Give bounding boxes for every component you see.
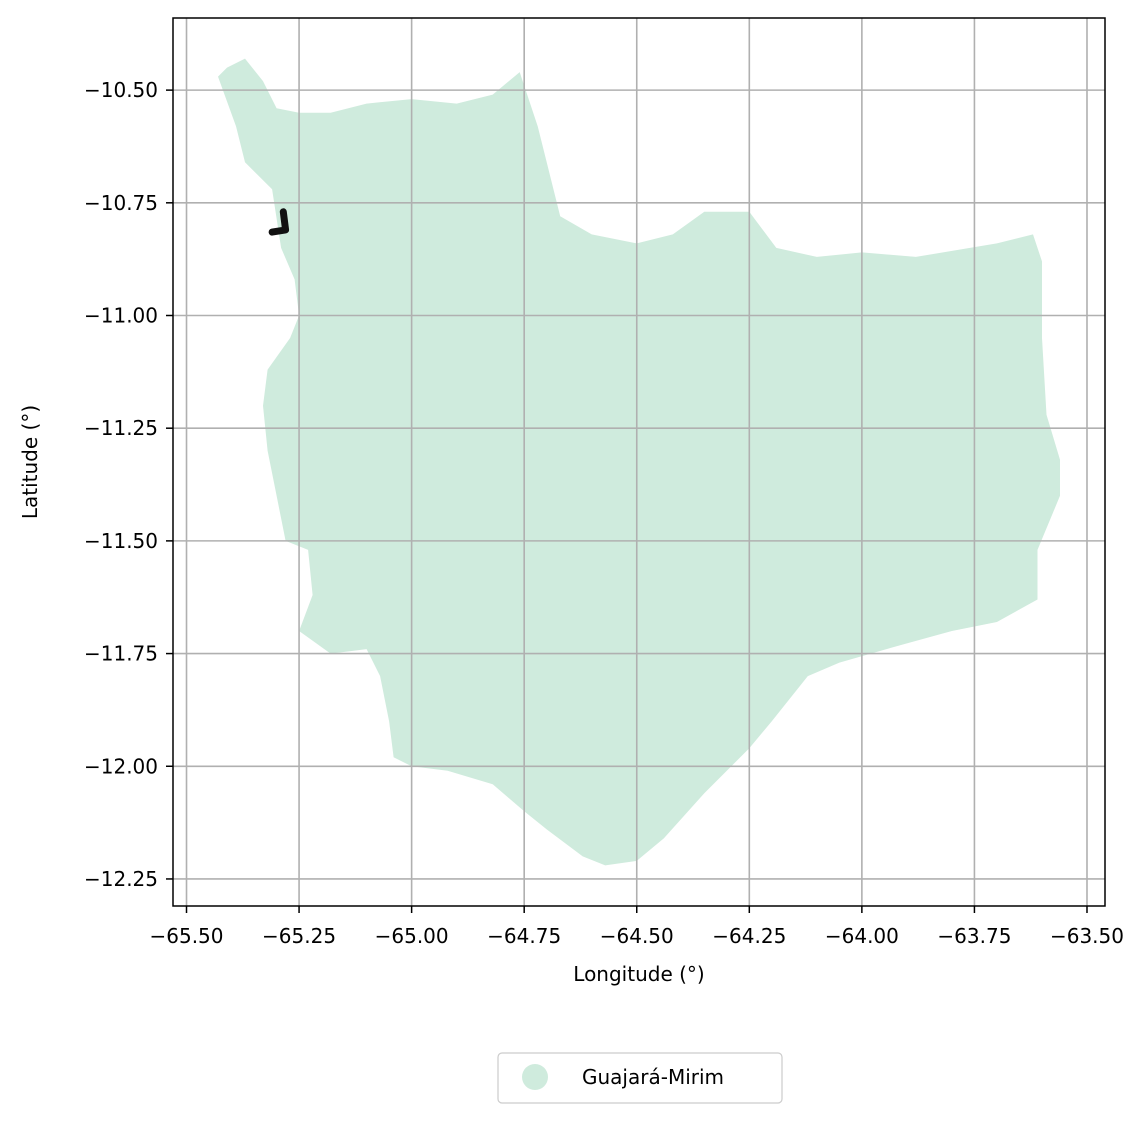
x-tick-label: −65.50 [149, 924, 223, 948]
x-tick-label: −63.50 [1050, 924, 1124, 948]
y-tick-label: −12.00 [84, 754, 158, 778]
region-marker [268, 208, 290, 236]
y-tick-label: −10.50 [84, 78, 158, 102]
x-tick-label: −64.25 [712, 924, 786, 948]
plot-frame [172, 17, 1106, 907]
y-tick-label: −11.00 [84, 304, 158, 328]
x-tick-label: −64.75 [487, 924, 561, 948]
y-tick-label: −11.25 [84, 416, 158, 440]
x-tick-label: −65.25 [262, 924, 336, 948]
x-tick-label: −65.00 [375, 924, 449, 948]
legend-box [497, 1052, 783, 1104]
x-axis-label: Longitude (°) [573, 962, 704, 986]
y-tick-label: −10.75 [84, 191, 158, 215]
legend: Guajará-Mirim [497, 1052, 783, 1104]
x-tick-label: −64.00 [825, 924, 899, 948]
y-tick-label: −12.25 [84, 867, 158, 891]
region-polygon [218, 58, 1060, 866]
x-tick-label: −64.50 [600, 924, 674, 948]
y-axis: −10.50 −10.75 −11.00 −11.25 −11.50 −11.75 −12.… [84, 78, 173, 891]
x-axis: −65.50 −65.25 −65.00 −64.75 −64.50 −64.25 −64.… [149, 906, 1124, 948]
y-tick-label: −11.50 [84, 529, 158, 553]
grid-layer [173, 18, 1105, 906]
legend-swatch [522, 1064, 548, 1090]
x-tick-label: −63.75 [937, 924, 1011, 948]
region-layer [218, 58, 1060, 866]
legend-label: Guajará-Mirim [582, 1065, 724, 1089]
y-tick-label: −11.75 [84, 642, 158, 666]
y-axis-label: Latitude (°) [18, 405, 42, 519]
